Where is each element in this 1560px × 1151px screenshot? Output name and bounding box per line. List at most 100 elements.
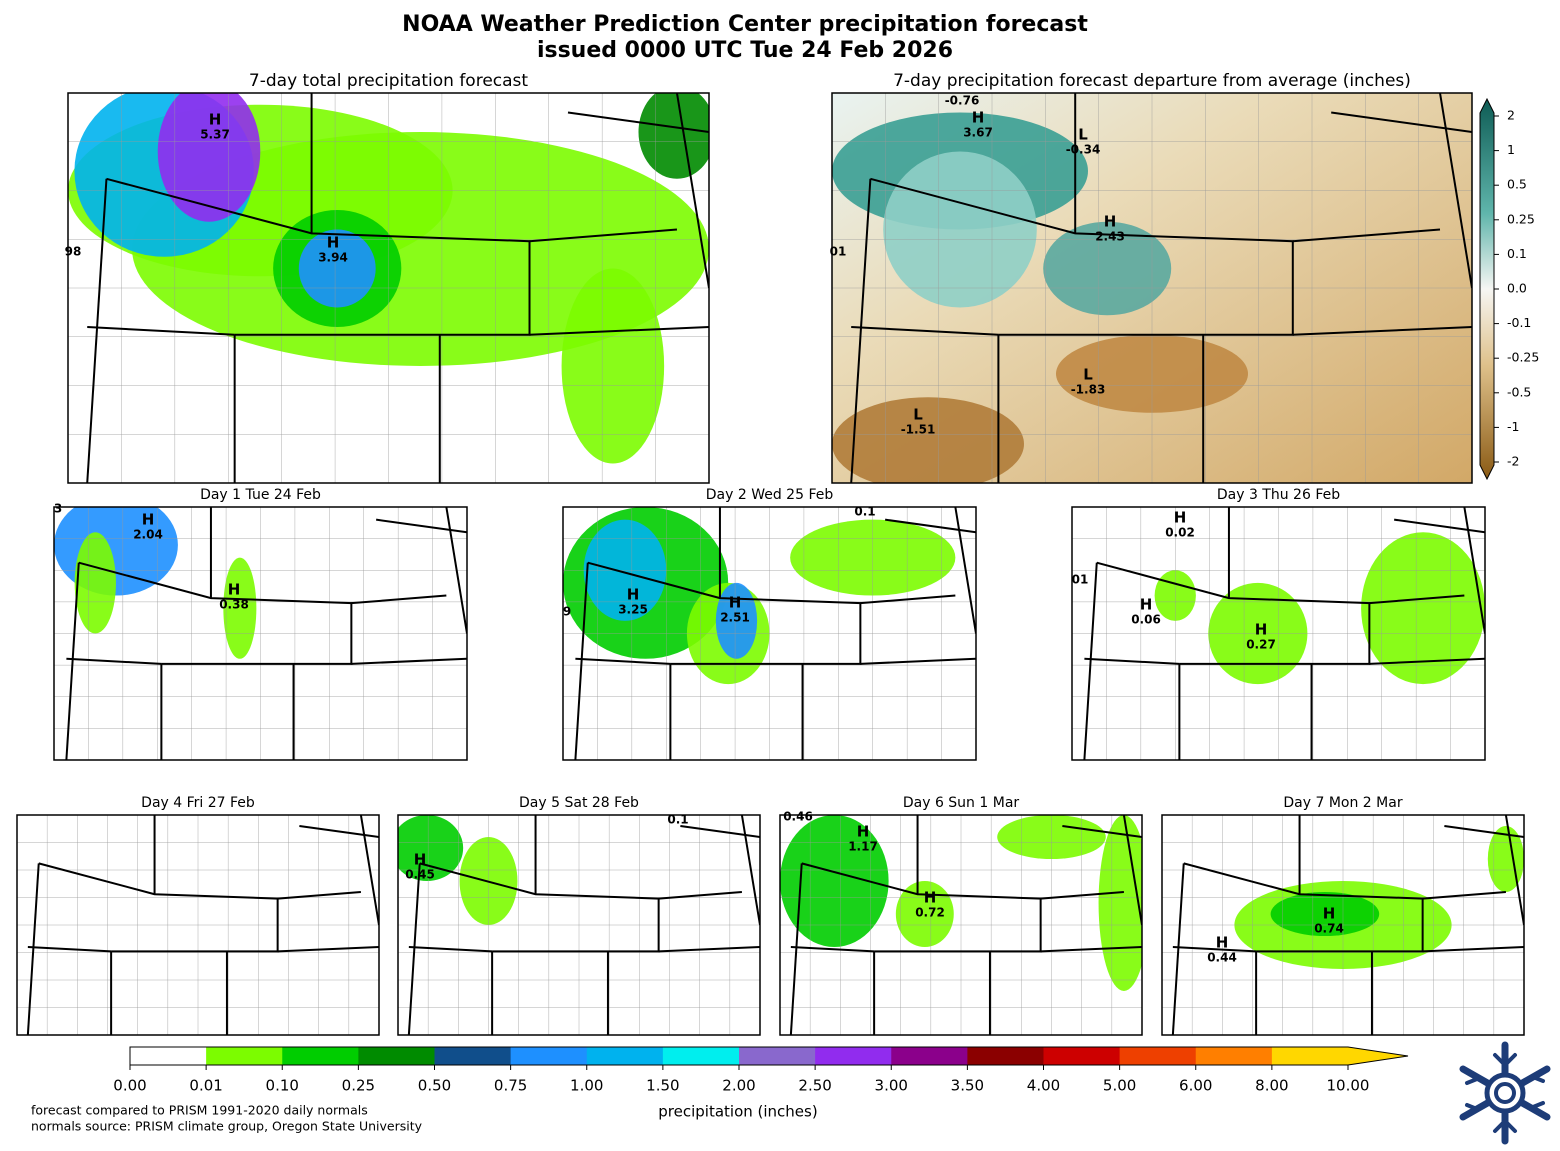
colorbar-segment <box>358 1047 435 1065</box>
tick-label: 0.01 <box>189 1077 222 1095</box>
state-border <box>27 946 112 953</box>
colorbar: 0.00 0.01 0.10 0.25 0.50 0.75 1.00 1.50 2.00 2.50… <box>113 1046 1409 1095</box>
noaa-logo <box>1459 1041 1551 1145</box>
state-border <box>851 326 999 336</box>
panel-title: Day 7 Mon 2 Mar <box>1283 795 1402 811</box>
colorbar-label: precipitation (inches) <box>658 1103 817 1121</box>
state-border <box>1422 946 1524 953</box>
state-border <box>1062 825 1142 838</box>
tick-label: -0.1 <box>1507 315 1531 330</box>
map-frame <box>1161 814 1525 1036</box>
precip-area <box>638 93 709 179</box>
extreme-marker: H <box>414 851 427 869</box>
state-border <box>1369 594 1465 605</box>
map <box>563 507 976 760</box>
extreme-value: 0.46 <box>783 810 813 824</box>
tick-label: 0.25 <box>1507 211 1535 226</box>
extreme-value: 3.94 <box>318 251 348 265</box>
tick-label: 1 <box>1507 142 1515 157</box>
state-border <box>658 891 742 900</box>
state-border <box>376 518 467 534</box>
state-border <box>299 825 379 838</box>
colorbar-segment <box>1195 1047 1273 1065</box>
tick-label: 1.00 <box>570 1077 603 1095</box>
departure-colorbar: 2 1 0.5 0.25 0.1 0.0 -0.1 -0.25 -0.5 -1 -2 <box>1479 97 1539 481</box>
extreme-marker: H <box>327 234 340 252</box>
extreme-value: 01 <box>830 245 847 259</box>
state-border <box>1369 657 1485 665</box>
map-frame <box>1071 506 1486 761</box>
panel-title: 7-day precipitation forecast departure f… <box>893 71 1411 91</box>
tick-label: 5.00 <box>1103 1077 1136 1095</box>
state-border <box>351 657 467 665</box>
state-border <box>680 825 760 838</box>
state-border <box>575 657 671 665</box>
state-border <box>1171 863 1185 1035</box>
extreme-value: 5.37 <box>200 128 230 142</box>
state-border <box>1331 111 1472 133</box>
map <box>54 507 467 760</box>
extreme-marker: H <box>1140 596 1153 614</box>
state-border <box>740 815 760 926</box>
tick-label: 3.50 <box>951 1077 984 1095</box>
state-border <box>567 111 709 133</box>
state-border <box>65 562 80 760</box>
extreme-value: 2.43 <box>1095 230 1125 244</box>
extreme-marker: H <box>627 586 640 604</box>
extreme-value: 0.27 <box>1246 638 1276 652</box>
tick-label: 2 <box>1507 108 1515 123</box>
map-frame <box>67 92 710 484</box>
colorbar-segment <box>739 1047 816 1065</box>
extreme-value: 0.1 <box>667 813 688 827</box>
state-border <box>87 326 235 336</box>
tick-label: 0.75 <box>494 1077 527 1095</box>
tick-label: -2 <box>1507 454 1519 469</box>
precip-area <box>398 815 464 881</box>
extreme-value: 3 <box>54 502 62 516</box>
map-frame <box>397 814 761 1036</box>
colorbar-segment <box>967 1047 1044 1065</box>
extreme-marker: L <box>1083 366 1093 384</box>
extreme-value: 0.06 <box>1131 613 1161 627</box>
tick-label: 0.5 <box>1507 177 1527 192</box>
state-border <box>860 594 956 605</box>
state-border <box>860 657 976 665</box>
extreme-value: -1.51 <box>901 423 936 437</box>
colorbar-segment <box>130 1047 207 1065</box>
state-border <box>675 93 709 289</box>
panel-title: Day 5 Sat 28 Feb <box>519 795 639 811</box>
extreme-marker: H <box>1216 934 1229 952</box>
tick-label: 6.00 <box>1179 1077 1212 1095</box>
state-border <box>1084 657 1180 665</box>
tick-label: 0.00 <box>113 1077 146 1095</box>
departure-colorbar-bar <box>1479 97 1495 481</box>
state-border <box>1292 228 1441 243</box>
colorbar-segment <box>586 1047 664 1065</box>
panel-title: Day 4 Fri 27 Feb <box>141 795 255 811</box>
extreme-marker: H <box>1323 905 1336 923</box>
state-border <box>445 507 467 634</box>
extreme-marker: H <box>972 109 985 127</box>
map-frame <box>562 506 977 761</box>
extreme-marker: H <box>729 594 742 612</box>
extreme-value: 9 <box>563 605 571 619</box>
subtitle: issued 0000 UTC Tue 24 Feb 2026 <box>537 38 953 63</box>
colorbar-segment <box>815 1047 892 1065</box>
state-border <box>529 228 678 243</box>
state-border <box>1292 326 1472 336</box>
precip-area <box>561 268 665 464</box>
extreme-value: -1.83 <box>1071 383 1106 397</box>
extreme-marker: H <box>1174 509 1187 527</box>
map-frame <box>779 814 1143 1036</box>
state-border <box>1083 562 1098 760</box>
title: NOAA Weather Prediction Center precipita… <box>402 12 1088 37</box>
state-border <box>277 946 379 953</box>
map-panel: 7-day precipitation forecast departure f… <box>830 71 1473 484</box>
panel-title: Day 2 Wed 25 Feb <box>706 487 834 503</box>
footnote: normals source: PRISM climate group, Ore… <box>31 1119 423 1134</box>
tick-label: 0.0 <box>1507 281 1527 296</box>
extreme-marker: H <box>857 823 870 841</box>
state-border <box>1439 93 1472 289</box>
